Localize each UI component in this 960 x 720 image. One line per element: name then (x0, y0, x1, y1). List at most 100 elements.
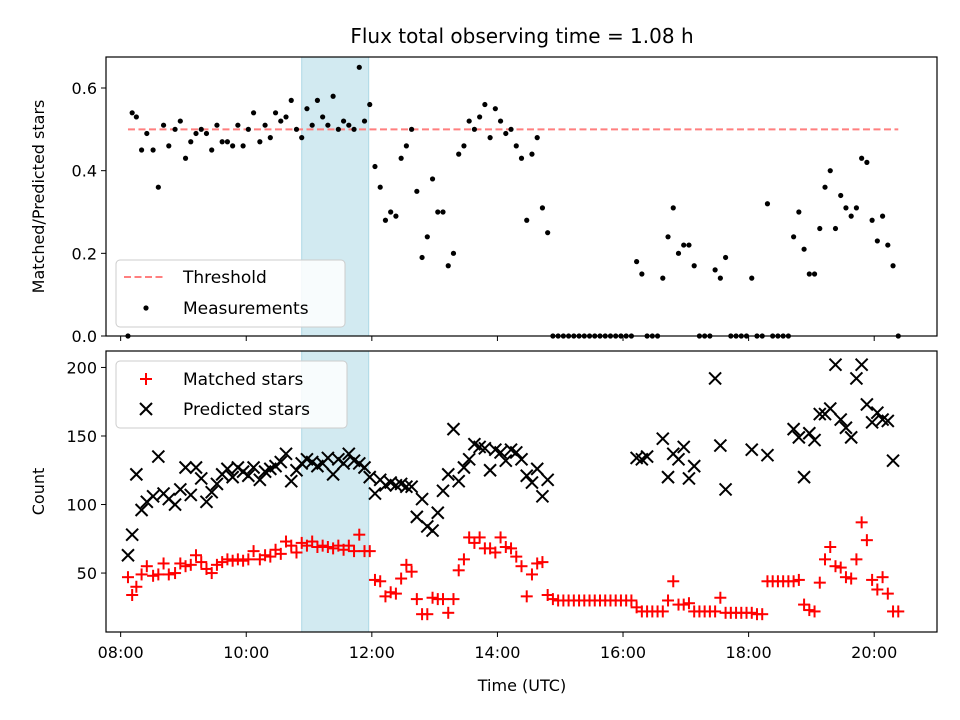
matched-star-point (787, 575, 800, 588)
predicted-star-point (708, 371, 722, 386)
matched-star-point (290, 546, 303, 559)
measurement-point (272, 110, 279, 116)
legend-label-threshold: Threshold (182, 268, 267, 288)
predicted-star-point (210, 477, 224, 491)
matched-star-point (135, 568, 148, 581)
matched-star-point (363, 545, 376, 558)
predicted-star-point (540, 473, 555, 487)
matched-star-point (829, 560, 842, 573)
predicted-star-point (797, 470, 811, 484)
matched-star-point (295, 536, 308, 549)
measurement-point (288, 97, 294, 103)
matched-star-point (494, 531, 507, 544)
measurement-point (235, 122, 241, 128)
matched-star-point (152, 568, 165, 581)
matched-star-point (210, 558, 223, 571)
matched-star-point (499, 541, 512, 554)
measurement-point (435, 209, 441, 215)
matched-star-point (395, 572, 408, 585)
measurement-point (129, 110, 135, 116)
predicted-star-point (189, 460, 203, 475)
measurement-point (325, 122, 331, 128)
matched-star-point (374, 575, 387, 588)
matched-star-point (662, 594, 675, 607)
legend-plus-mark (140, 373, 152, 385)
predicted-star-point (151, 449, 166, 464)
matched-star-point (520, 590, 533, 603)
bottom-axes-frame (105, 350, 938, 633)
x-tick-label: 18:00 (726, 643, 772, 662)
x-tick-label: 12:00 (349, 643, 395, 662)
predicted-star-point (168, 497, 182, 512)
matched-star-point (871, 583, 884, 596)
predicted-star-point (860, 397, 874, 412)
predicted-star-point (368, 486, 382, 501)
matched-star-point (405, 565, 418, 578)
matched-star-point (850, 553, 863, 566)
predicted-star-point (425, 523, 440, 538)
x-tick-label: 14:00 (474, 643, 520, 662)
measurement-point (477, 114, 483, 120)
matched-star-point (437, 593, 450, 606)
measurement-point (138, 147, 145, 153)
matched-star-point (510, 550, 523, 563)
measurement-point (471, 126, 478, 132)
matched-star-point (389, 587, 402, 600)
measurement-point (691, 263, 697, 269)
matched-star-point (463, 531, 476, 544)
predicted-star-point (357, 460, 372, 475)
matched-star-point (421, 608, 434, 621)
predicted-star-point (399, 479, 414, 494)
y-tick-label: 50 (77, 564, 97, 583)
matched-star-point (824, 541, 837, 554)
measurement-point (466, 118, 472, 124)
matched-star-point (546, 593, 559, 606)
measurement-point (791, 234, 797, 240)
matched-star-point (803, 604, 816, 617)
bottom-x-ticks: 08:00 10:00 12:00 14:00 16:00 18:00 20:00 (98, 632, 897, 662)
matched-star-point (140, 560, 153, 573)
predicted-star-point (410, 510, 424, 524)
predicted-star-point (713, 438, 728, 453)
predicted-star-point (671, 452, 686, 466)
top-y-ticks: 0.0 0.2 0.4 0.6 (72, 79, 106, 346)
matched-star-point (866, 573, 879, 586)
matched-star-point (426, 591, 439, 604)
matched-star-point (231, 553, 244, 566)
matched-star-point (876, 571, 889, 584)
matched-star-point (162, 568, 175, 581)
matched-star-point (169, 567, 182, 580)
measurement-point (890, 263, 896, 269)
measurement-point (198, 126, 204, 132)
predicted-star-point (792, 430, 806, 445)
matched-stars-points (121, 516, 905, 621)
predicted-star-point (441, 467, 455, 482)
predicted-star-point (870, 405, 885, 420)
measurement-point (853, 205, 860, 211)
predicted-star-point (839, 421, 853, 435)
matched-star-point (489, 546, 502, 559)
measurement-point (257, 139, 263, 145)
measurement-point (665, 234, 671, 240)
matched-star-point (473, 531, 486, 544)
measurement-point (461, 143, 467, 149)
measurement-point (660, 275, 666, 281)
measurement-point (160, 122, 167, 128)
predicted-star-point (656, 432, 670, 446)
measurement-point (859, 155, 865, 161)
predicted-star-point (802, 426, 817, 440)
matched-star-point (745, 606, 758, 619)
predicted-star-point (718, 482, 733, 497)
y-tick-label: 200 (66, 358, 97, 377)
predicted-star-point (786, 422, 801, 436)
matched-star-point (316, 539, 329, 552)
measurement-point (832, 225, 839, 232)
measurement-point (188, 139, 194, 145)
measurement-point (346, 122, 352, 128)
matched-star-point (184, 558, 197, 571)
legend-label-measurements: Measurements (183, 299, 309, 319)
matched-star-point (792, 573, 805, 586)
y-tick-label: 0.4 (72, 162, 97, 181)
measurement-point (330, 93, 336, 99)
